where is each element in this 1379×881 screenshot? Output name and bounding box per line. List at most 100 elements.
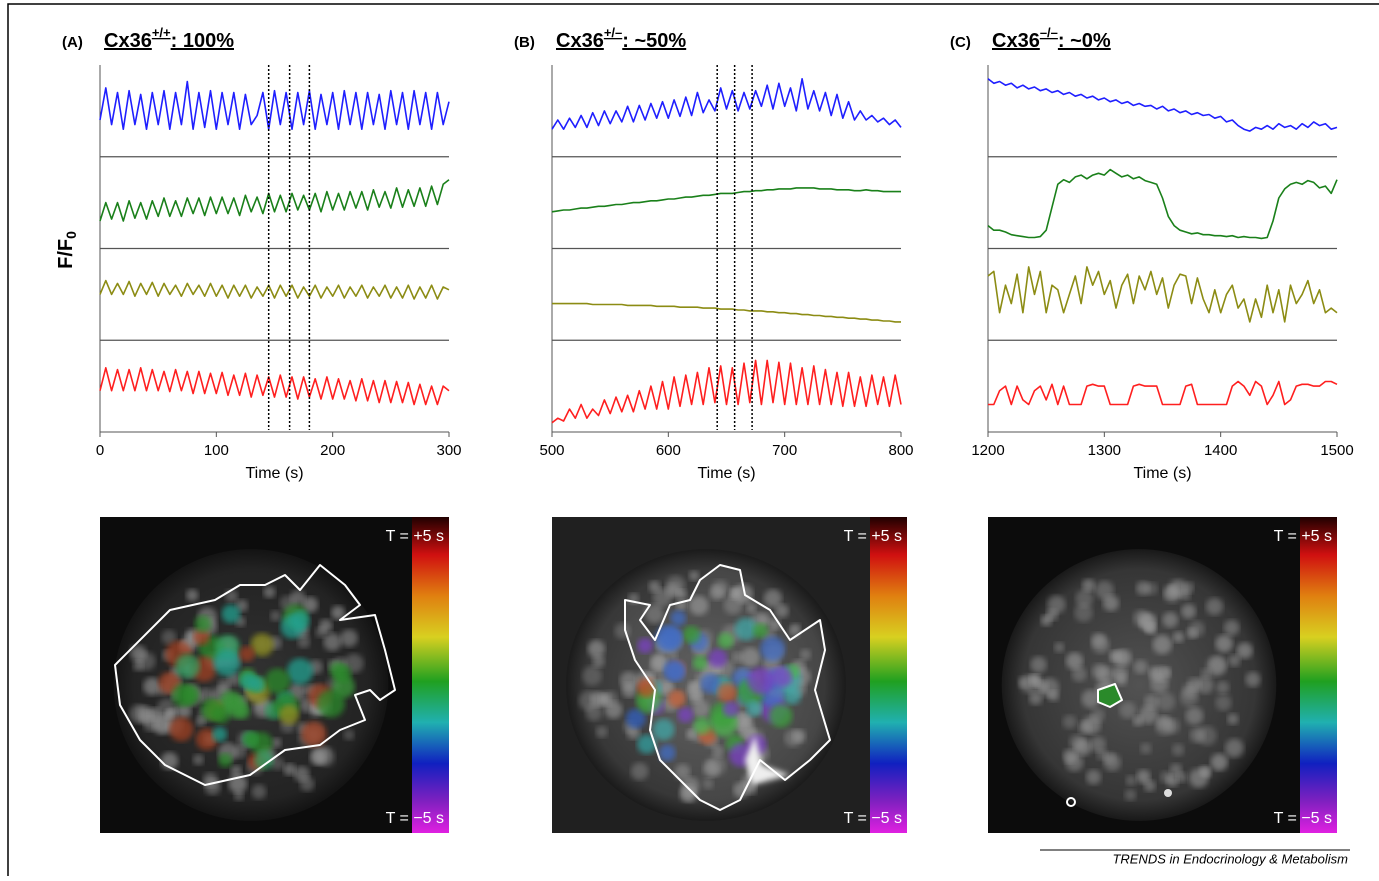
- signal-blob: [244, 731, 260, 747]
- cell: [1196, 676, 1214, 694]
- trace: [99, 179, 450, 222]
- signal-blob: [234, 703, 251, 720]
- cell: [1181, 603, 1196, 619]
- cell: [1156, 692, 1176, 711]
- signal-blob: [200, 698, 224, 721]
- colorbar-bottom-label: T = −5 s: [1274, 810, 1332, 827]
- x-tick-label: 1200: [971, 442, 1004, 459]
- cell: [792, 729, 806, 743]
- signal-blob: [301, 721, 327, 747]
- cell: [1136, 581, 1151, 596]
- cell: [176, 703, 192, 719]
- cell: [1119, 701, 1137, 719]
- signal-blob: [693, 716, 712, 735]
- trace: [99, 367, 450, 406]
- cell: [1096, 748, 1108, 761]
- roi-outline: [1097, 683, 1123, 708]
- cell: [1047, 690, 1060, 702]
- title-suffix: : 100%: [171, 30, 235, 52]
- signal-blob: [708, 648, 728, 668]
- trace: [987, 168, 1338, 240]
- cell: [1169, 763, 1183, 776]
- cell: [1155, 716, 1175, 736]
- frame: [7, 3, 1379, 881]
- trace: [552, 302, 901, 323]
- cell: [1103, 753, 1121, 772]
- cell: [1133, 659, 1148, 674]
- title-superscript: +/+: [152, 25, 171, 40]
- cell: [1082, 715, 1101, 735]
- cell: [130, 645, 147, 662]
- signal-blob: [264, 668, 291, 694]
- x-tick-label: 300: [436, 442, 461, 459]
- cell: [132, 660, 144, 672]
- cell: [1182, 683, 1198, 699]
- cell: [1091, 663, 1108, 680]
- cell: [1071, 666, 1087, 682]
- cell: [1228, 654, 1241, 667]
- cell: [1208, 655, 1227, 674]
- trace: [988, 380, 1338, 406]
- trace: [551, 359, 902, 424]
- cell: [1139, 705, 1158, 724]
- x-tick-label: 0: [96, 442, 104, 459]
- cell: [1144, 694, 1159, 710]
- cell: [650, 653, 668, 671]
- cell: [1163, 584, 1179, 600]
- signal-blob: [625, 708, 646, 729]
- signal-blob: [717, 682, 737, 703]
- cell: [742, 714, 754, 726]
- cell: [644, 604, 665, 624]
- signal-blob: [652, 718, 675, 741]
- cell: [1086, 769, 1102, 785]
- cell: [587, 640, 606, 658]
- cell: [263, 585, 276, 598]
- cell: [732, 651, 744, 663]
- cell: [667, 650, 678, 661]
- cell: [1172, 631, 1185, 643]
- cell: [1188, 620, 1205, 637]
- colorbar-top-label: T = +5 s: [1274, 528, 1332, 545]
- cell: [186, 589, 199, 602]
- signal-blob: [169, 717, 194, 742]
- cell: [1065, 652, 1084, 670]
- signal-blob: [666, 661, 686, 681]
- signal-blob: [760, 636, 786, 662]
- cell: [1114, 649, 1132, 666]
- cell: [702, 778, 714, 790]
- image-content: [1001, 549, 1277, 821]
- cell: [1028, 691, 1043, 705]
- cell: [1125, 775, 1137, 786]
- colorbar-bottom-label: T = −5 s: [844, 810, 902, 827]
- cell: [706, 755, 727, 776]
- x-tick-label: 500: [539, 442, 564, 459]
- cell: [681, 776, 700, 796]
- colorbar: [1300, 517, 1337, 833]
- cell: [1210, 753, 1228, 771]
- cell: [1201, 767, 1212, 779]
- cell: [1075, 589, 1094, 608]
- cell: [733, 782, 750, 798]
- image-content: [113, 549, 396, 821]
- signal-blob: [769, 704, 793, 728]
- cell: [592, 654, 605, 668]
- cell: [1185, 706, 1204, 725]
- cell: [143, 677, 162, 696]
- cell: [309, 749, 326, 766]
- trace: [99, 80, 450, 130]
- signal-blob: [175, 653, 200, 679]
- cell: [746, 602, 757, 614]
- bright-spot: [1164, 789, 1172, 797]
- cell: [1223, 620, 1240, 636]
- panel-title: Cx36–/–: ~0%: [992, 25, 1111, 52]
- signal-blob: [254, 750, 274, 770]
- cell: [1062, 749, 1078, 764]
- cell: [1154, 665, 1171, 682]
- signal-blob: [637, 637, 653, 654]
- signal-blob: [734, 617, 758, 641]
- cell: [582, 666, 602, 686]
- cell: [799, 649, 811, 660]
- title-main: Cx36: [104, 30, 152, 52]
- panel-label: (A): [62, 34, 83, 51]
